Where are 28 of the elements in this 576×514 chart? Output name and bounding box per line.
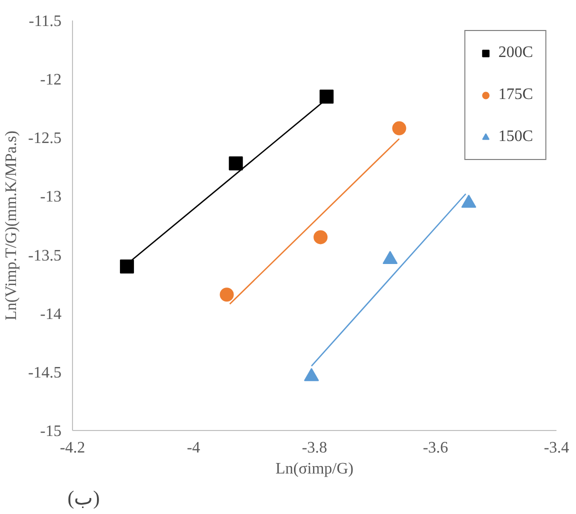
point [314,230,328,244]
y-tick-label: -12 [40,72,62,89]
y-tick-label: -15 [40,423,62,440]
point [220,288,234,302]
y-tick-label: -13.5 [28,247,62,264]
x-tick-label: -3.4 [544,440,570,456]
x-tick-label: -4 [186,440,200,456]
y-tick-label: -12.5 [28,130,62,148]
legend-label: 175C [498,86,533,104]
text: (ب) [68,488,100,510]
point [320,90,334,104]
point [228,156,243,170]
y-tick-label: -14 [40,306,62,323]
x-tick-label: -4.2 [60,440,86,456]
legend-label: 200C [498,44,533,62]
y-tick-label: -14.5 [28,364,62,382]
point [382,250,398,264]
point [392,121,406,136]
y-tick-label: -13 [40,188,62,206]
x-axis-title: Ln(σimp/G) [276,460,354,478]
y-axis-title: Ln(Vimp.T/G)(mm.K/MPa.s) [3,130,20,320]
point [461,194,476,208]
legend-label: 150C [498,128,533,146]
x-tick-label: -3.8 [302,440,328,456]
y-tick-label: -11.5 [28,13,62,30]
x-tick-label: -3.6 [422,440,448,456]
point [120,260,134,274]
point [304,368,319,382]
